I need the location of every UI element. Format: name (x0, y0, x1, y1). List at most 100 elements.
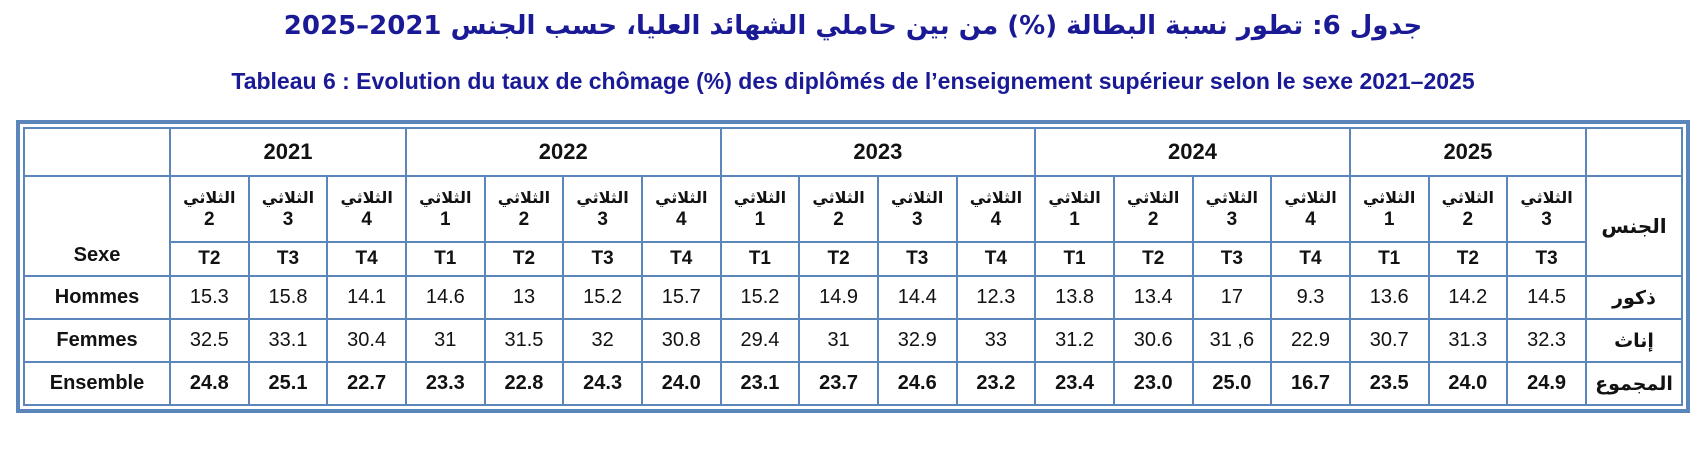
value-cell: 14.1 (326, 275, 407, 320)
value-cell: 32.9 (876, 318, 958, 363)
year-header-2022: 2022 (404, 127, 722, 177)
unemployment-table: 2021 2022 2023 2024 2025 Sexe الثلاثي 2 الثلاث… (23, 127, 1683, 406)
value-cell: 15.8 (247, 275, 329, 320)
t-label-cell: T1 (1034, 241, 1115, 277)
trimester-header-cell: الثلاثي 3 (247, 175, 329, 243)
trimester-number-label: 1 (754, 209, 766, 230)
value-cell: 14.5 (1506, 275, 1587, 320)
trimester-header-cell: الثلاثي 4 (640, 175, 722, 243)
value-cell: 9.3 (1270, 275, 1351, 320)
t-label-cell: T2 (483, 241, 565, 277)
trimester-word-label: الثلاثي (1520, 188, 1573, 207)
t-label-cell: T2 (169, 241, 250, 277)
trimester-header-cell: الثلاثي 4 (955, 175, 1037, 243)
value-cell: 30.6 (1112, 318, 1194, 363)
trimester-word-label: الثلاثي (340, 188, 393, 207)
trimester-header-cell: الثلاثي 1 (404, 175, 486, 243)
table-row-hommes: Hommes 15.3 15.8 14.1 14.6 13 15.2 15.7 15.2 14.9… (23, 275, 1683, 320)
value-cell: 24.3 (562, 361, 643, 406)
gender-header-cell: الجنس (1585, 175, 1683, 277)
trimester-word-label: الثلاثي (1362, 188, 1416, 207)
value-cell: 13.4 (1112, 275, 1194, 320)
value-cell: 23.4 (1034, 361, 1115, 406)
value-cell: 22.8 (483, 361, 565, 406)
value-cell: 17 (1191, 275, 1273, 320)
value-cell: 30.8 (640, 318, 722, 363)
value-cell: 13 (483, 275, 565, 320)
value-cell: 23.7 (798, 361, 879, 406)
trimester-word-label: الثلاثي (183, 188, 236, 207)
row-label-fr: Hommes (23, 275, 171, 320)
t-label-cell: T3 (562, 241, 643, 277)
value-cell: 30.7 (1348, 318, 1430, 363)
t-label-cell: T2 (1112, 241, 1194, 277)
value-cell: 15.3 (169, 275, 250, 320)
trimester-word-label: الثلاثي (576, 188, 629, 207)
value-cell: 24.0 (1427, 361, 1509, 406)
t-label-row: T2 T3 T4 T1 T2 T3 T4 T1 T2 T3 T4 T1 T2 T3 T4 T1 T2 T3 (24, 241, 1682, 277)
value-cell: 15.2 (719, 275, 801, 320)
value-cell: 24.8 (169, 361, 250, 406)
value-cell: 23.0 (1112, 361, 1194, 406)
value-cell: 31.5 (483, 318, 565, 363)
value-cell: 22.9 (1270, 318, 1351, 363)
value-cell: 25.0 (1191, 361, 1273, 406)
row-label-fr: Ensemble (23, 361, 171, 406)
trimester-number-label: 1 (440, 209, 451, 230)
trimester-row: Sexe الثلاثي 2 الثلاثي 3 الثلاثي 4 الثلاثي 1 الث… (23, 175, 1683, 277)
value-cell: 16.7 (1270, 361, 1351, 406)
trimester-header-cell: الثلاثي 2 (169, 175, 250, 243)
trimester-number-label: 2 (1147, 209, 1159, 230)
value-cell: 23.1 (719, 361, 801, 406)
value-cell: 13.8 (1034, 275, 1115, 320)
trimester-word-label: الثلاثي (812, 188, 865, 207)
t-label-cell: T3 (1506, 241, 1587, 277)
t-label-cell: T3 (1191, 241, 1273, 277)
value-cell: 33 (955, 318, 1037, 363)
trimester-number-label: 3 (282, 209, 294, 230)
t-label-cell: T1 (404, 241, 486, 277)
trimester-header-cell: الثلاثي 3 (1191, 175, 1273, 243)
trimester-header-cell: الثلاثي 4 (1270, 175, 1351, 243)
trimester-word-label: الثلاثي (1284, 188, 1337, 207)
value-cell: 13.6 (1348, 275, 1430, 320)
value-cell: 15.7 (640, 275, 722, 320)
value-cell: 31 (404, 318, 486, 363)
value-cell: 23.3 (404, 361, 486, 406)
t-label-cell: T4 (640, 241, 722, 277)
value-cell: 31.3 (1427, 318, 1509, 363)
trimester-header-cell: الثلاثي 1 (1034, 175, 1115, 243)
t-label-cell: T4 (1270, 241, 1351, 277)
trimester-header-cell: الثلاثي 2 (483, 175, 565, 243)
year-header-2025: 2025 (1348, 127, 1588, 177)
value-cell: 24.9 (1506, 361, 1587, 406)
value-cell: 32.3 (1506, 318, 1587, 363)
trimester-number-label: 2 (518, 209, 530, 230)
table-body: 2021 2022 2023 2024 2025 Sexe الثلاثي 2 الثلاث… (23, 127, 1683, 406)
t-label-cell: T1 (1348, 241, 1430, 277)
year-row: 2021 2022 2023 2024 2025 (23, 127, 1683, 177)
trimester-header-cell: الثلاثي 3 (1506, 175, 1587, 243)
trimester-word-label: الثلاثي (1127, 188, 1180, 207)
value-cell: 32.5 (169, 318, 250, 363)
trimester-header-cell: الثلاثي 4 (326, 175, 407, 243)
value-cell: 23.5 (1348, 361, 1430, 406)
corner-left-cell (23, 127, 171, 177)
value-cell: 24.0 (640, 361, 722, 406)
value-cell: 14.4 (876, 275, 958, 320)
trimester-word-label: الثلاثي (1205, 188, 1259, 207)
trimester-word-label: الثلاثي (419, 188, 472, 207)
value-cell: 31 (798, 318, 879, 363)
trimester-number-label: 4 (675, 209, 687, 230)
value-cell: 12.3 (955, 275, 1037, 320)
t-label-cell: T3 (247, 241, 329, 277)
trimester-number-label: 3 (1226, 209, 1238, 230)
table-row-ensemble: Ensemble 24.8 25.1 22.7 23.3 22.8 24.3 24.0 23.1… (23, 361, 1683, 406)
row-label-ar: إناث (1585, 318, 1683, 363)
trimester-word-label: الثلاثي (733, 188, 787, 207)
trimester-number-label: 4 (990, 209, 1002, 230)
trimester-number-label: 1 (1383, 209, 1395, 230)
value-cell: 25.1 (247, 361, 329, 406)
value-cell: 14.6 (404, 275, 486, 320)
trimester-number-label: 4 (361, 209, 372, 230)
